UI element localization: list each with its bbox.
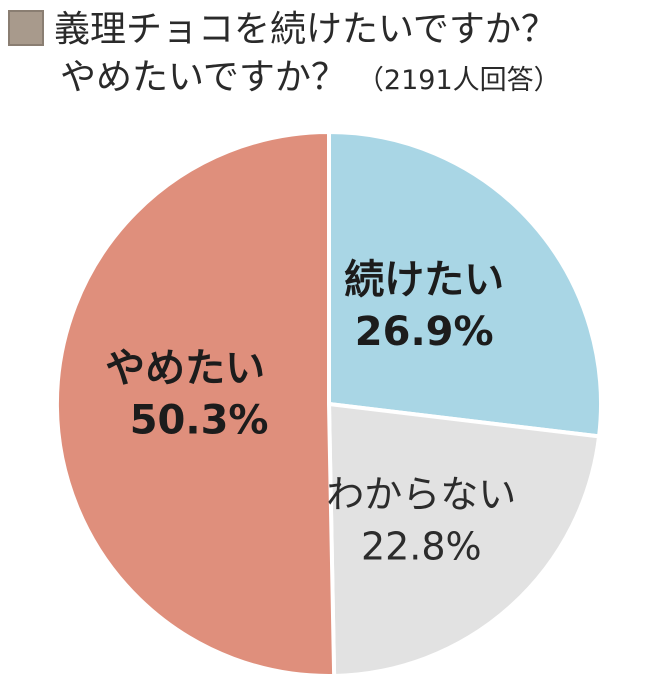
pie-slice-1 xyxy=(327,130,603,439)
chart-title: 義理チョコを続けたいですか？ やめたいですか？ （2191人回答） xyxy=(8,6,648,105)
pie-labels: 続けたい 26.9% わからない 22.8% やめたい 50.3% xyxy=(105,257,516,569)
slice-value-1: 26.9% xyxy=(355,309,494,355)
slice-label-2: わからない xyxy=(326,473,516,517)
legend-square-icon xyxy=(8,10,44,46)
slice-label-3: やめたい xyxy=(105,345,265,391)
pie-slice-3 xyxy=(54,130,337,678)
slice-value-3: 50.3% xyxy=(130,397,269,443)
title-text-1: 義理チョコを続けたいですか？ xyxy=(54,9,557,50)
slice-value-2: 22.8% xyxy=(361,525,482,569)
title-text-2: やめたいですか？ xyxy=(60,57,347,98)
respondents-note: （2191人回答） xyxy=(356,65,561,96)
title-line-2: やめたいですか？ （2191人回答） xyxy=(8,54,648,105)
pie-slices xyxy=(54,130,603,678)
pie-slice-2 xyxy=(327,402,602,678)
slice-label-1: 続けたい xyxy=(344,257,504,303)
title-line-1: 義理チョコを続けたいですか？ xyxy=(8,6,648,54)
